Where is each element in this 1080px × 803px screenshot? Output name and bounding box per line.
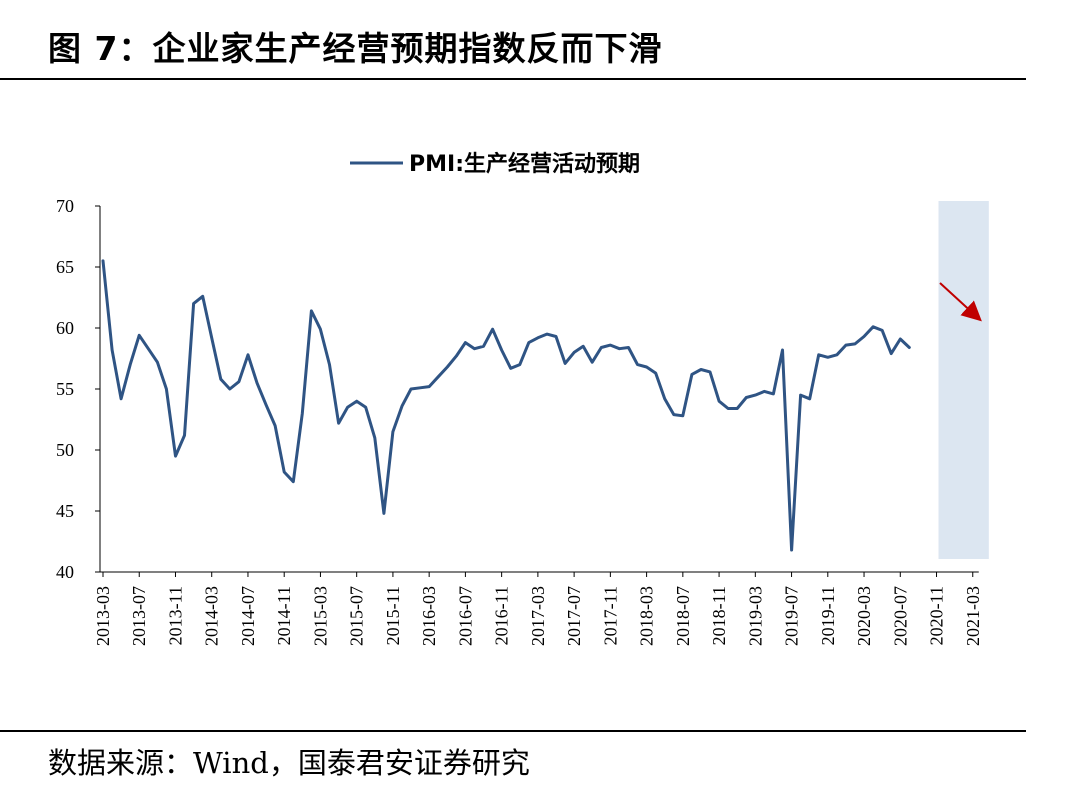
- x-tick-label: 2021-03: [963, 586, 983, 646]
- y-tick-label: 50: [56, 440, 74, 460]
- legend-label: PMI:生产经营活动预期: [409, 151, 640, 177]
- title-divider: [0, 78, 1026, 80]
- x-tick-label: 2013-03: [93, 586, 113, 646]
- line-chart: 40 45 50 55 60 65 70 2013-03 2013-07 2013-11 2014-…: [56, 151, 989, 646]
- x-tick-label: 2020-11: [927, 586, 947, 645]
- trend-down-arrow: [939, 282, 982, 322]
- x-tick-label: 2018-11: [709, 586, 729, 645]
- y-tick-label: 60: [56, 318, 74, 338]
- x-tick-label: 2020-07: [890, 586, 910, 646]
- x-tick-label: 2016-11: [492, 586, 512, 645]
- highlight-band: [938, 201, 989, 559]
- source-divider: [0, 730, 1026, 732]
- x-tick-label: 2018-07: [673, 586, 693, 646]
- x-tick-label: 2015-11: [383, 586, 403, 645]
- x-tick-label: 2018-03: [637, 586, 657, 646]
- x-tick-label: 2017-07: [564, 586, 584, 646]
- x-tick-label: 2015-03: [310, 586, 330, 646]
- x-tick-label: 2019-03: [745, 586, 765, 646]
- y-tick-label: 70: [56, 196, 74, 216]
- x-tick-label: 2020-03: [854, 586, 874, 646]
- x-tick-label: 2014-11: [274, 586, 294, 645]
- x-tick-label: 2019-07: [782, 586, 802, 646]
- y-tick-label: 65: [56, 257, 74, 277]
- x-tick-label: 2013-07: [129, 586, 149, 646]
- y-tick-label: 45: [56, 501, 74, 521]
- x-tick-label: 2017-03: [528, 586, 548, 646]
- x-tick-label: 2014-07: [238, 586, 258, 646]
- x-tick-label: 2017-11: [600, 586, 620, 645]
- x-tick-label: 2016-03: [419, 586, 439, 646]
- y-tick-label: 55: [56, 379, 74, 399]
- data-source-note: 数据来源：Wind，国泰君安证券研究: [48, 746, 530, 780]
- x-tick-label: 2016-07: [455, 586, 475, 646]
- x-tick-label: 2013-11: [165, 586, 185, 645]
- y-tick-label: 40: [56, 562, 74, 582]
- x-tick-label: 2019-11: [818, 586, 838, 645]
- x-tick-label: 2015-07: [347, 586, 367, 646]
- figure-title: 图 7：企业家生产经营预期指数反而下滑: [48, 29, 663, 68]
- x-tick-label: 2014-03: [202, 586, 222, 646]
- series-line-pmi-expectation: [101, 259, 911, 552]
